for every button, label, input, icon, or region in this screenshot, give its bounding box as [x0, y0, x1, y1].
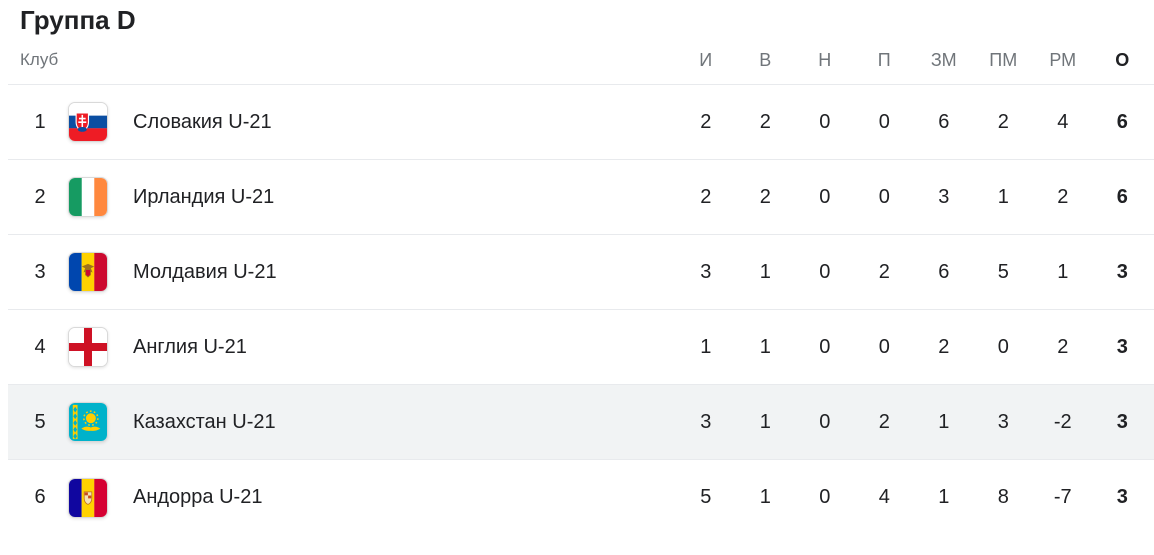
points-value: 3 — [1116, 335, 1128, 358]
flag-andorra-icon — [68, 477, 108, 518]
stat-value: 2 — [878, 410, 890, 433]
stat-value: 0 — [819, 335, 831, 358]
stat-value: 0 — [819, 260, 831, 283]
team-name: Словакия U-21 — [133, 110, 272, 133]
stat-value: 1 — [759, 335, 771, 358]
stat-value: 1 — [938, 410, 950, 433]
column-header: И — [699, 49, 713, 70]
position-number: 3 — [34, 260, 46, 283]
position-number: 5 — [34, 410, 46, 433]
position-number: 4 — [34, 335, 46, 358]
stat-value: 3 — [700, 260, 712, 283]
stat-value: 5 — [700, 486, 712, 508]
column-header: ПМ — [989, 49, 1018, 70]
flag-moldova-icon — [68, 252, 108, 292]
stat-value: 4 — [878, 486, 890, 508]
stat-value: 2 — [759, 185, 771, 208]
table-row[interactable]: 2 Ирландия U-21 2 2 0 0 3 1 2 6 — [8, 160, 1154, 235]
stat-value: 2 — [700, 110, 712, 133]
points-value: 3 — [1116, 260, 1128, 283]
position-number: 6 — [34, 486, 46, 508]
stat-value: 1 — [700, 335, 712, 358]
stat-value: 0 — [819, 410, 831, 433]
stat-value: 3 — [700, 410, 712, 433]
table-row[interactable]: 3 Молдавия U-21 3 1 0 2 6 5 1 3 — [8, 235, 1154, 310]
stat-value: 4 — [1057, 110, 1069, 133]
stat-value: 0 — [997, 335, 1009, 358]
stat-column-headers: И В Н П ЗМ ПМ РМ О — [676, 50, 1154, 71]
column-header: РМ — [1049, 49, 1077, 70]
column-header: ЗМ — [930, 49, 957, 70]
table-row[interactable]: 5 Казахстан U-21 3 1 0 2 1 3 -2 3 — [8, 385, 1154, 460]
team-stats: 1 1 0 0 2 0 2 3 — [676, 336, 1154, 359]
group-title: Группа D — [20, 5, 136, 35]
points-value: 6 — [1116, 110, 1128, 133]
stat-value: 6 — [938, 110, 950, 133]
stat-value: 2 — [1057, 335, 1069, 358]
flag-slovakia-icon — [68, 102, 108, 142]
stat-value: 0 — [878, 110, 890, 133]
team-name: Ирландия U-21 — [133, 185, 275, 208]
stat-value: 1 — [759, 410, 771, 433]
stat-value: 1 — [997, 185, 1009, 208]
table-row[interactable]: 1 Словакия U-21 2 2 0 0 6 2 4 6 — [8, 85, 1154, 160]
stat-value: 0 — [878, 335, 890, 358]
team-stats: 3 1 0 2 1 3 -2 3 — [676, 411, 1154, 434]
stat-value: 3 — [938, 185, 950, 208]
team-name: Молдавия U-21 — [133, 260, 277, 283]
stat-value: 1 — [759, 260, 771, 283]
stat-value: 3 — [997, 410, 1009, 433]
team-name: Англия U-21 — [133, 335, 247, 358]
stat-value: 5 — [997, 260, 1009, 283]
stat-value: 1 — [938, 486, 950, 508]
points-value: 6 — [1116, 185, 1128, 208]
stat-value: -2 — [1053, 410, 1072, 433]
flag-kazakhstan-icon — [68, 402, 108, 442]
team-name: Андорра U-21 — [133, 486, 263, 508]
team-name: Казахстан U-21 — [133, 410, 276, 433]
flag-ireland-icon — [68, 177, 108, 217]
stat-value: 2 — [759, 110, 771, 133]
column-header: О — [1115, 49, 1130, 70]
column-header: В — [759, 49, 772, 70]
standings-widget: Группа D Клуб И В Н П ЗМ ПМ РМ О 1 Словакия U-2… — [0, 5, 1154, 535]
club-column-header: Клуб — [20, 50, 59, 69]
table-row[interactable]: 6 Андорра U-21 5 1 0 4 1 8 -7 3 — [8, 460, 1154, 535]
team-stats: 3 1 0 2 6 5 1 3 — [676, 261, 1154, 284]
table-row[interactable]: 4 Англия U-21 1 1 0 0 2 0 2 3 — [8, 310, 1154, 385]
points-value: 3 — [1116, 410, 1128, 433]
stat-value: 2 — [878, 260, 890, 283]
team-stats: 2 2 0 0 6 2 4 6 — [676, 111, 1154, 134]
stat-value: -7 — [1053, 486, 1072, 508]
team-stats: 5 1 0 4 1 8 -7 3 — [676, 486, 1154, 509]
flag-england-icon — [68, 327, 108, 367]
stat-value: 0 — [819, 185, 831, 208]
stat-value: 6 — [938, 260, 950, 283]
stat-value: 2 — [1057, 185, 1069, 208]
stat-value: 2 — [997, 110, 1009, 133]
column-header: П — [877, 49, 891, 70]
stat-value: 8 — [997, 486, 1009, 508]
standings-table: 1 Словакия U-21 2 2 0 0 6 2 4 6 2 Ирландия U-21… — [0, 85, 1154, 535]
stat-value: 0 — [819, 486, 831, 508]
stat-value: 1 — [759, 486, 771, 508]
points-value: 3 — [1116, 486, 1128, 508]
table-header: Клуб И В Н П ЗМ ПМ РМ О — [8, 36, 1154, 85]
column-header: Н — [818, 49, 832, 70]
stat-value: 0 — [819, 110, 831, 133]
position-number: 2 — [34, 185, 46, 208]
stat-value: 1 — [1057, 260, 1069, 283]
stat-value: 2 — [938, 335, 950, 358]
stat-value: 2 — [700, 185, 712, 208]
position-number: 1 — [34, 110, 46, 133]
stat-value: 0 — [878, 185, 890, 208]
team-stats: 2 2 0 0 3 1 2 6 — [676, 186, 1154, 209]
